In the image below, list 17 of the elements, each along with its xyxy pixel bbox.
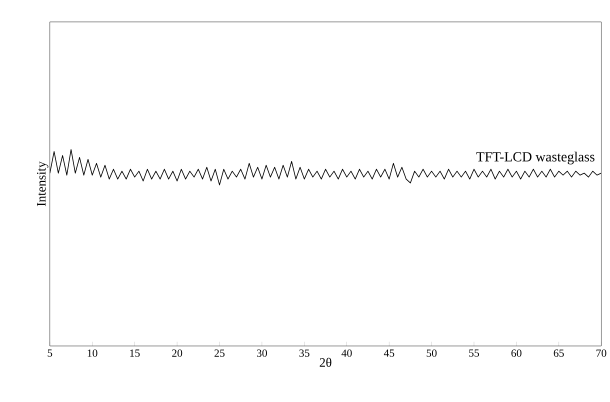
annotation: TFT-LCD wasteglass: [476, 152, 594, 164]
x-tick-label: 40: [342, 350, 352, 357]
x-tick-label: 55: [469, 350, 480, 357]
x-tick-label: 20: [172, 350, 182, 357]
x-tick-label: 10: [88, 350, 98, 357]
x-tick-label: 30: [256, 350, 267, 357]
x-tick-label: 60: [511, 350, 522, 357]
x-tick-label: 65: [554, 350, 564, 357]
x-tick-label: 45: [384, 350, 394, 357]
x-tick-label: 5: [48, 350, 52, 357]
x-axis-title: 2θ: [320, 358, 332, 367]
x-tick-label: 35: [299, 350, 310, 357]
x-tick-label: 25: [214, 350, 225, 357]
x-tick-label: 50: [426, 350, 437, 357]
x-tick-label: 70: [596, 350, 606, 357]
y-axis-title: Intensity: [37, 162, 48, 206]
x-tick-label: 15: [130, 350, 140, 357]
